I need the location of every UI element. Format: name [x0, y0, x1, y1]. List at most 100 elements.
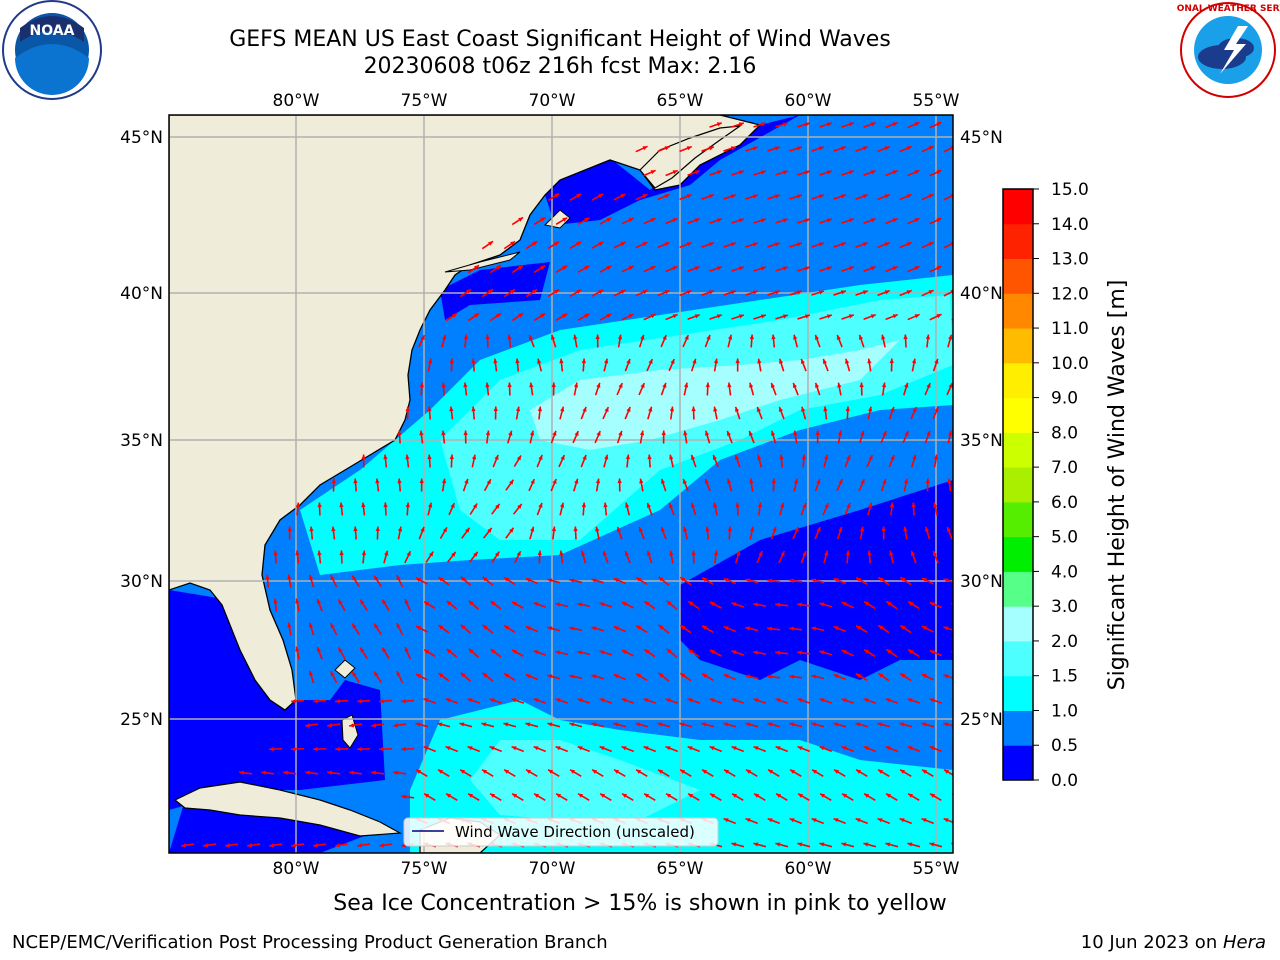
wave-arrow-head — [504, 769, 510, 774]
wave-arrow-head — [374, 575, 379, 581]
wave-arrow-head — [638, 526, 643, 532]
wave-arrow-head — [907, 842, 913, 847]
colorbar-segment — [1003, 258, 1033, 294]
wave-arrow-head — [845, 406, 850, 412]
wave-arrow-head — [650, 314, 656, 319]
wave-arrow-head — [819, 842, 825, 847]
wave-arrow-head — [467, 746, 473, 751]
lat-label-right: 25°N — [960, 710, 1003, 730]
wave-arrow-head — [396, 623, 401, 629]
wave-arrow-head — [650, 218, 656, 223]
wave-arrow-head — [353, 526, 358, 532]
wave-arrow-head — [800, 358, 805, 364]
wave-arrow-head — [793, 334, 798, 340]
wave-arrow-head — [884, 146, 890, 151]
wave-arrow-head — [371, 770, 376, 775]
wave-arrow-head — [796, 242, 802, 247]
wave-arrow-head — [313, 843, 319, 848]
wave-arrow-head — [464, 478, 469, 484]
wave-arrow-head — [446, 600, 452, 606]
wave-arrow-head — [529, 382, 534, 388]
wave-arrow-head — [427, 358, 433, 364]
wave-arrow-head — [948, 334, 953, 340]
wave-arrow-head — [482, 624, 488, 630]
wave-arrow-head — [415, 674, 421, 679]
wave-arrow-head — [490, 793, 496, 798]
wave-arrow-head — [560, 502, 565, 508]
wave-arrow-head — [642, 290, 648, 295]
wave-arrow-head — [877, 722, 883, 727]
wave-arrow-head — [424, 793, 430, 798]
wave-arrow-head — [313, 698, 318, 704]
wave-arrow-head — [625, 454, 631, 460]
wave-arrow-head — [878, 673, 884, 678]
wave-arrow-head — [836, 334, 841, 340]
wave-arrow-head — [600, 793, 606, 798]
wave-arrow-head — [735, 502, 740, 508]
wave-arrow-head — [382, 599, 387, 605]
wave-arrow-head — [775, 698, 781, 703]
wave-arrow-head — [291, 746, 296, 752]
wave-arrow-head — [570, 769, 576, 774]
wave-arrow-head — [327, 723, 333, 728]
wave-arrow-head — [577, 746, 583, 751]
wave-arrow-head — [313, 746, 318, 752]
wave-arrow-head — [287, 574, 292, 580]
wave-arrow-head — [912, 407, 917, 413]
wave-arrow-head — [604, 454, 609, 460]
wave-arrow-head — [811, 626, 817, 631]
wave-arrow-head — [516, 551, 521, 557]
colorbar-segment — [1003, 328, 1033, 364]
wave-arrow-head — [442, 334, 447, 340]
wave-arrow-head — [449, 454, 454, 460]
wave-arrow-head — [878, 769, 884, 774]
wave-arrow-head — [353, 478, 358, 484]
wave-arrow-head — [330, 671, 335, 677]
wave-arrow-head — [752, 242, 758, 247]
wave-arrow-head — [900, 577, 906, 582]
wave-arrow-head — [401, 698, 406, 704]
wave-arrow-head — [904, 431, 909, 437]
wave-arrow-head — [812, 769, 818, 774]
wave-arrow-head — [802, 502, 807, 508]
wave-arrow-head — [818, 290, 824, 295]
wave-arrow-head — [516, 455, 521, 461]
wave-arrow-head — [824, 550, 829, 556]
wave-arrow-head — [518, 313, 524, 318]
wave-arrow-head — [778, 406, 784, 412]
wave-arrow-head — [903, 526, 908, 532]
wave-arrow-head — [591, 578, 597, 583]
wave-arrow-head — [452, 313, 458, 318]
wave-arrow-head — [860, 479, 865, 485]
wave-arrow-head — [797, 602, 803, 607]
wave-arrow-head — [504, 577, 510, 582]
lon-label-top: 75°W — [401, 91, 448, 111]
wave-arrow-head — [419, 430, 424, 436]
wave-arrow-head — [554, 289, 560, 294]
wave-arrow-head — [709, 746, 715, 751]
wave-arrow-head — [780, 551, 785, 557]
legend-label: Wind Wave Direction (unscaled) — [455, 823, 695, 841]
wave-arrow-head — [802, 550, 807, 556]
wave-arrow-head — [936, 266, 942, 271]
wave-arrow-head — [904, 382, 909, 388]
wave-arrow-head — [465, 527, 470, 533]
wave-arrow-head — [662, 382, 667, 388]
map-title: GEFS MEAN US East Coast Significant Heig… — [229, 27, 891, 52]
wave-arrow-head — [547, 578, 553, 583]
wave-arrow-head — [591, 674, 597, 679]
wave-arrow-head — [247, 843, 253, 848]
wave-arrow-head — [666, 648, 672, 654]
wave-arrow-head — [309, 526, 314, 532]
map-legend: Wind Wave Direction (unscaled) — [403, 817, 719, 847]
wave-arrow-head — [460, 576, 466, 582]
lon-label-bottom: 65°W — [657, 859, 704, 879]
wave-arrow-head — [661, 430, 666, 436]
colorbar-segment — [1003, 467, 1033, 503]
wave-arrow-head — [908, 793, 914, 798]
wave-arrow-head — [646, 502, 652, 508]
wave-arrow-head — [670, 359, 675, 365]
wave-arrow-head — [683, 382, 689, 388]
wave-arrow-head — [841, 746, 847, 751]
wave-arrow-head — [753, 698, 759, 703]
